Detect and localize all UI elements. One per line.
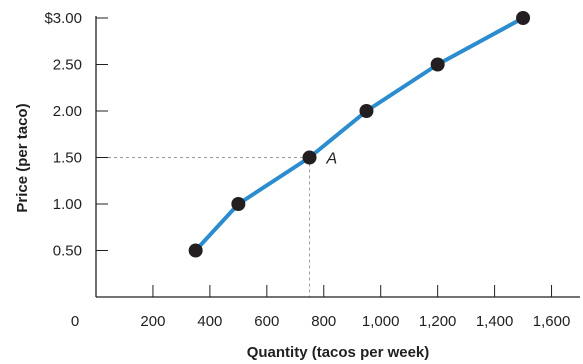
x-tick-label-400: 400	[197, 313, 222, 330]
x-tick-label-1200: 1,200	[419, 313, 457, 330]
data-point-1	[231, 197, 246, 211]
x-tick-label-800: 800	[311, 313, 336, 330]
data-point-5	[516, 11, 531, 25]
data-point-2	[302, 150, 317, 165]
series-line-0	[193, 16, 526, 253]
dashed-guides	[96, 157, 311, 297]
point-a-label: A	[326, 151, 338, 168]
axes	[95, 16, 580, 298]
x-axis-title: Quantity (tacos per week)	[247, 344, 430, 361]
x-tick-label-200: 200	[140, 313, 165, 330]
data-point-3	[359, 104, 374, 118]
x-ticks: 200 400 600 800 1,000 1,200 1,400 1,600	[140, 285, 570, 330]
y-ticks: 0.50 1.00 1.50 2.00 2.50 $3.00	[44, 10, 108, 260]
data-point-0	[188, 243, 203, 258]
data-point-4	[430, 57, 445, 72]
x-tick-label-1400: 1,400	[476, 313, 514, 330]
y-tick-label-2: 2.00	[53, 103, 82, 120]
y-tick-label-0.5: 0.50	[53, 243, 82, 260]
origin-label: 0	[71, 313, 79, 330]
x-tick-label-1600: 1,600	[533, 313, 571, 330]
y-tick-label-3: $3.00	[44, 10, 82, 27]
y-tick-label-1: 1.00	[53, 196, 82, 213]
series-group	[188, 11, 531, 258]
x-tick-label-600: 600	[254, 313, 279, 330]
y-tick-label-2.5: 2.50	[53, 57, 82, 74]
x-tick-label-1000: 1,000	[362, 313, 400, 330]
y-tick-label-1.5: 1.50	[53, 150, 82, 167]
y-axis-title: Price (per taco)	[14, 103, 31, 212]
